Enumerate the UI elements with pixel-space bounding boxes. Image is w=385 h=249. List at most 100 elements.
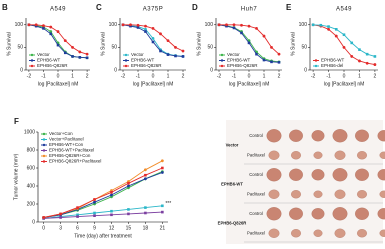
legend-label: EPHB6-WT (227, 58, 251, 63)
data-point (59, 212, 62, 216)
data-point (232, 23, 236, 27)
tumor (311, 169, 325, 181)
group-label: EPHB6-Q826R (218, 221, 247, 226)
tumor (332, 168, 348, 182)
legend-marker (220, 64, 224, 68)
data-point (358, 48, 361, 51)
tumor (313, 151, 323, 159)
tumor (377, 208, 385, 220)
panel-label: C (96, 3, 102, 12)
y-tick-label: 400 (27, 183, 36, 189)
data-point (311, 23, 315, 27)
data-point (151, 36, 155, 40)
y-tick-label: 1000 (24, 129, 35, 135)
y-axis-label: % Survival (290, 32, 296, 56)
y-tick-label: 100 (15, 22, 24, 28)
data-point (262, 34, 266, 38)
y-tick-label: 50 (111, 45, 117, 51)
legend-marker (314, 59, 318, 62)
series-line (313, 24, 376, 57)
y-tick-label: 50 (301, 45, 307, 51)
x-axis-label: log [Paclitaxel] nM (324, 81, 365, 87)
row-label: Control (249, 211, 263, 216)
tumor (357, 151, 367, 160)
tumor (311, 208, 325, 220)
data-point (342, 33, 346, 37)
y-axis-label: % Survival (100, 32, 106, 56)
data-point (127, 182, 130, 185)
tumor (289, 129, 303, 142)
data-point (350, 55, 354, 58)
data-point (144, 30, 147, 33)
legend-label: Vector (227, 52, 240, 57)
tumor (291, 229, 301, 238)
annotation: *** (165, 201, 171, 207)
data-point (247, 24, 251, 28)
tumor (355, 129, 369, 142)
legend-label: EPHB6-WT+Con (49, 142, 84, 147)
data-point (334, 28, 338, 31)
x-tick-label: -1 (232, 73, 237, 79)
x-tick-label: 0 (343, 73, 346, 79)
tumor (332, 129, 348, 143)
tumor (289, 207, 303, 220)
y-axis-label: Tumor volume (mm³) (13, 153, 19, 200)
data-point (127, 208, 130, 211)
data-point (78, 56, 82, 59)
data-point (327, 27, 330, 31)
panel-label: F (14, 117, 19, 126)
data-point (93, 211, 96, 215)
legend-marker (42, 154, 46, 158)
row-label: Control (249, 133, 263, 138)
data-point (76, 206, 79, 209)
x-tick-label: 0 (152, 73, 155, 79)
data-point (255, 52, 258, 56)
data-point (76, 215, 79, 218)
series-line (43, 172, 163, 218)
x-tick-label: -1 (41, 73, 46, 79)
tumor (268, 189, 280, 199)
data-point (56, 30, 60, 33)
chart-title: A549 (50, 7, 66, 13)
legend-label: EPHB6-Q826R+Con (49, 153, 91, 158)
tumor (379, 229, 385, 237)
y-axis-label: % Survival (196, 32, 202, 56)
data-point (373, 63, 377, 66)
data-point (181, 55, 185, 58)
data-point (270, 60, 273, 64)
legend-label: EPHB6-WT (321, 58, 345, 63)
data-point (270, 45, 273, 49)
data-point (93, 200, 96, 204)
data-point (143, 168, 147, 172)
y-tick-label: 0 (114, 67, 117, 73)
legend-marker (42, 132, 46, 136)
row-label: Paclitaxel (247, 191, 265, 196)
row-label: Paclitaxel (247, 230, 265, 235)
y-tick-label: 100 (299, 22, 308, 28)
y-tick-label: 50 (207, 45, 213, 51)
data-point (110, 191, 113, 194)
data-point (42, 216, 45, 219)
tumor (334, 228, 346, 238)
data-point (166, 39, 170, 43)
legend-marker (30, 53, 34, 57)
data-point (159, 49, 162, 53)
data-point (365, 52, 369, 56)
tumor (289, 168, 303, 181)
legend-marker (42, 149, 46, 152)
x-tick-label: 1 (71, 73, 74, 79)
tumor (334, 150, 346, 160)
data-point (136, 26, 140, 29)
tumor (377, 130, 385, 142)
x-tick-label: 0 (57, 73, 60, 79)
x-axis-label: Time (day) after treatment (74, 233, 132, 239)
tumor (379, 151, 385, 159)
legend-label: Vector (131, 52, 144, 57)
data-point (365, 61, 369, 65)
legend-label: EPHB6-WT (37, 58, 61, 63)
legend-marker (220, 53, 224, 57)
x-tick-label: -2 (217, 73, 222, 79)
x-tick-label: -2 (121, 73, 126, 79)
x-tick-label: 6 (76, 225, 79, 231)
